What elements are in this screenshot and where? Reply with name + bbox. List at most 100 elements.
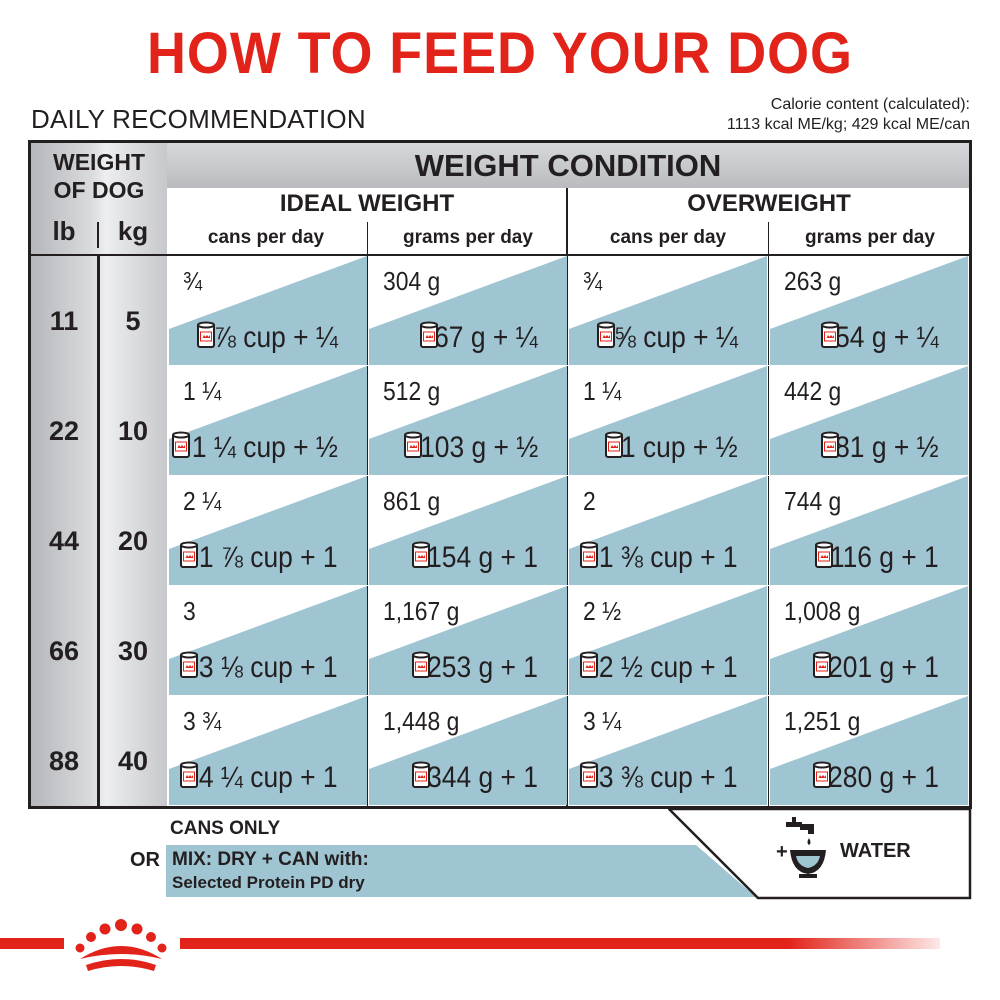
cans-only-value: 3 [183, 596, 196, 626]
cans-only-value: 744 g [784, 486, 842, 516]
can-icon [180, 651, 359, 682]
can-icon [172, 431, 359, 462]
table-cell-over-cans: ¾ ⅝ cup + ¼ [569, 256, 767, 365]
can-icon [605, 431, 759, 462]
table-cell-ideal-cans: 1 ¼ 1 ¼ cup + ½ [169, 366, 367, 475]
can-icon [580, 541, 759, 572]
can-icon [403, 431, 559, 462]
mix-value-text: 201 g + 1 [828, 651, 939, 684]
cans-only-value: 2 ¼ [183, 486, 222, 516]
cans-only-value: 1,167 g [383, 596, 460, 626]
table-cell-ideal-grams: 512 g 103 g + ½ [369, 366, 567, 475]
mix-value-text: 116 g + 1 [830, 541, 939, 574]
mix-value-text: ⅝ cup + ¼ [613, 321, 738, 354]
table-cell-over-cans: 3 ¼ 3 ⅜ cup + 1 [569, 696, 767, 805]
row-weight-lb: 44 [48, 526, 80, 556]
mix-value-text: 1 cup + ½ [621, 431, 738, 464]
mix-value-text: 4 ¼ cup + 1 [199, 761, 338, 794]
mix-value-text: 154 g + 1 [427, 541, 538, 574]
table-cell-over-cans: 2 ½ 2 ½ cup + 1 [569, 586, 767, 695]
cans-only-value: 1,008 g [784, 596, 861, 626]
mix-value-text: 3 ⅜ cup + 1 [599, 761, 738, 794]
mix-value: 4 ¼ cup + 1 [180, 761, 359, 795]
col-header-ideal-cans: cans per day [207, 227, 325, 248]
can-icon [580, 651, 759, 682]
mix-value: 3 ⅛ cup + 1 [180, 651, 359, 685]
can-icon [815, 541, 960, 572]
brand-line-right [180, 938, 940, 949]
kg-header: kg [117, 216, 149, 246]
mix-value: 1 ¼ cup + ½ [172, 431, 359, 465]
mix-diagonal-shading [569, 586, 767, 695]
table-cell-ideal-grams: 861 g 154 g + 1 [369, 476, 567, 585]
mix-value-text: 280 g + 1 [828, 761, 939, 794]
table-cell-over-cans: 1 ¼ 1 cup + ½ [569, 366, 767, 475]
mix-value: ⅝ cup + ¼ [597, 321, 759, 355]
mix-value: 81 g + ½ [821, 431, 960, 465]
mix-value-text: 67 g + ¼ [434, 321, 538, 354]
can-icon [813, 651, 960, 682]
col-header-ideal-grams: grams per day [403, 227, 533, 248]
mix-value: 2 ½ cup + 1 [580, 651, 759, 685]
can-icon [180, 761, 359, 792]
mix-product-label: Selected Protein PD dry [172, 873, 365, 892]
mix-label: MIX: DRY + CAN with: [172, 849, 369, 870]
mix-value-text: 1 ⅞ cup + 1 [199, 541, 338, 574]
calorie-line-1: Calorie content (calculated): [770, 96, 970, 113]
can-icon [412, 651, 559, 682]
row-separator [167, 695, 969, 696]
table-cell-ideal-cans: 2 ¼ 1 ⅞ cup + 1 [169, 476, 367, 585]
cans-only-value: 3 ¼ [583, 706, 622, 736]
row-weight-kg: 40 [117, 746, 149, 776]
cans-only-value: 512 g [383, 376, 441, 406]
lb-kg-divider [97, 256, 100, 806]
mix-diagonal-shading [369, 256, 567, 365]
mix-diagonal-shading [569, 256, 767, 365]
weight-of-dog-line-2: OF DOG [53, 177, 145, 203]
cans-only-value: 1,448 g [383, 706, 460, 736]
mix-value-text: 1 ⅜ cup + 1 [599, 541, 738, 574]
row-separator [167, 365, 969, 366]
cans-only-value: 263 g [784, 266, 842, 296]
can-icon [412, 761, 559, 792]
mix-value-text: 3 ⅛ cup + 1 [199, 651, 338, 684]
cans-only-value: 2 ½ [583, 596, 622, 626]
mix-diagonal-shading [770, 256, 968, 365]
header-bottom-rule [31, 254, 969, 256]
mix-value: 280 g + 1 [813, 761, 960, 795]
table-cell-over-grams: 744 g 116 g + 1 [770, 476, 968, 585]
can-icon [813, 761, 960, 792]
page-title: HOW TO FEED YOUR DOG [147, 21, 853, 86]
cans-only-value: 304 g [383, 266, 441, 296]
lb-header: lb [52, 216, 76, 246]
row-weight-kg: 20 [117, 526, 149, 556]
weight-of-dog-header: WEIGHT OF DOG [31, 148, 167, 204]
mix-value: 54 g + ¼ [821, 321, 960, 355]
water-label: WATER [840, 840, 911, 862]
mix-diagonal-shading [169, 366, 367, 475]
mix-value: 116 g + 1 [815, 541, 960, 575]
can-icon [597, 321, 759, 352]
can-icon [580, 761, 759, 792]
table-cell-over-grams: 1,008 g 201 g + 1 [770, 586, 968, 695]
mix-value-text: 1 ¼ cup + ½ [191, 431, 338, 464]
mix-legend-swatch [166, 845, 756, 897]
condition-divider [566, 188, 568, 806]
mix-value-text: 253 g + 1 [427, 651, 538, 684]
ideal-col-divider [367, 222, 368, 806]
row-weight-kg: 10 [117, 416, 149, 446]
mix-diagonal-shading [169, 696, 367, 805]
mix-value: 154 g + 1 [412, 541, 559, 575]
can-icon [180, 541, 359, 572]
overweight-header: OVERWEIGHT [687, 190, 851, 217]
row-weight-lb: 66 [48, 636, 80, 666]
mix-diagonal-shading [569, 696, 767, 805]
can-icon [420, 321, 559, 352]
row-weight-lb: 11 [49, 306, 79, 336]
cans-only-value: 3 ¾ [183, 706, 222, 736]
ideal-weight-header: IDEAL WEIGHT [279, 190, 455, 217]
row-weight-lb: 22 [48, 416, 80, 446]
cans-only-value: 442 g [784, 376, 842, 406]
cans-only-value: ¾ [183, 266, 203, 296]
